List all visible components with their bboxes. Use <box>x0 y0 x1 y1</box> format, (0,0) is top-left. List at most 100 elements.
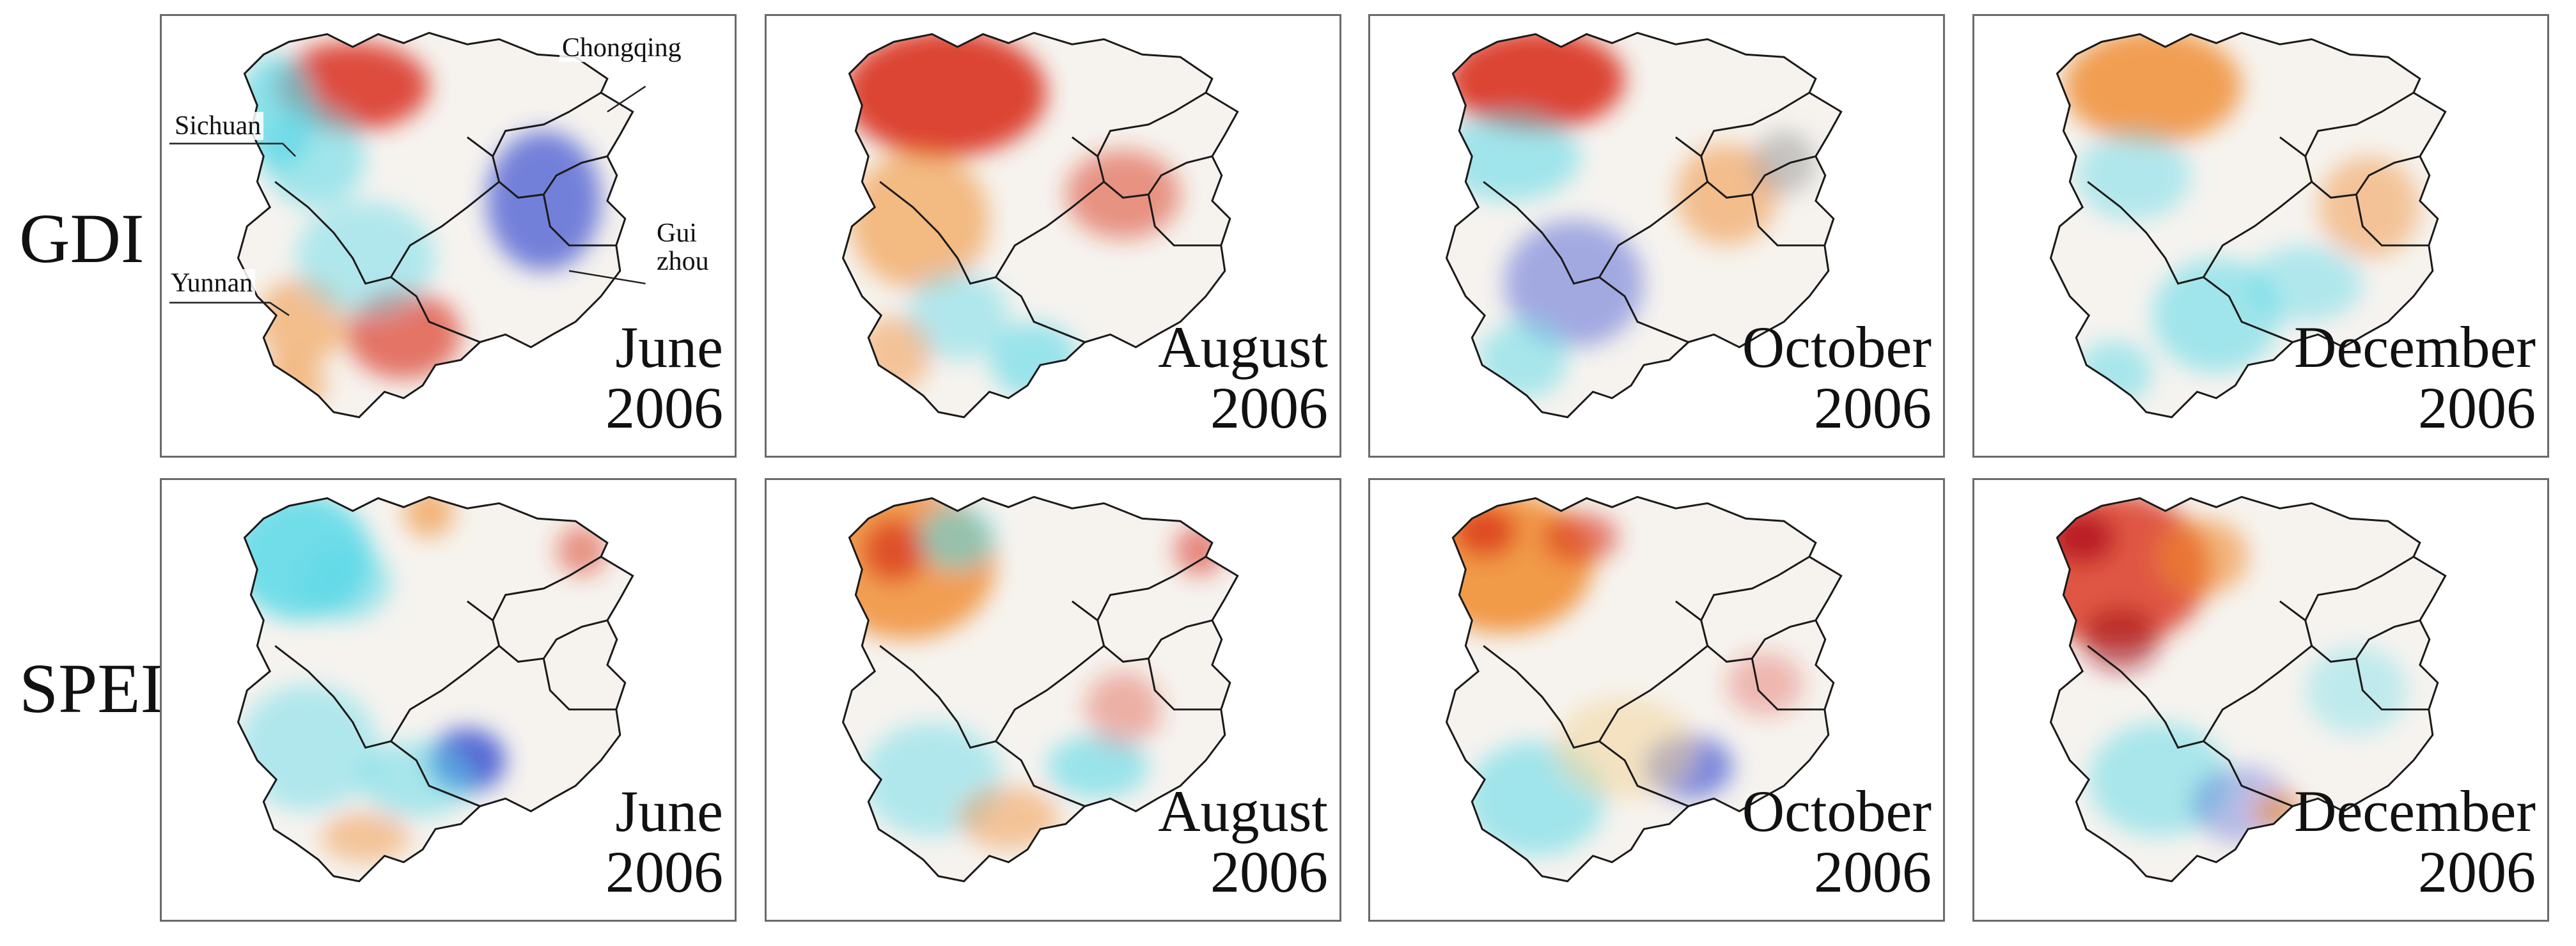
label-leader-line <box>169 143 296 157</box>
region-outline <box>1445 31 1843 419</box>
index-patch <box>2158 518 2249 595</box>
region-outline <box>237 495 634 883</box>
label-chongqing: Chongqing <box>559 34 684 62</box>
date-label: October 2006 <box>1742 314 1932 439</box>
index-patch <box>320 811 410 862</box>
index-patch <box>1726 652 1803 716</box>
province-boundary <box>2304 555 2414 621</box>
map-spei-october <box>1445 495 1843 883</box>
province-boundary <box>2203 740 2293 807</box>
province-boundary <box>879 645 996 749</box>
province-boundary <box>2279 136 2421 199</box>
date-year: 2006 <box>605 839 723 905</box>
label-guizhou-line2: zhou <box>657 247 709 277</box>
date-month: June <box>615 778 723 844</box>
date-year: 2006 <box>1814 839 1932 905</box>
province-boundary <box>274 181 391 285</box>
province-boundary <box>2087 181 2204 285</box>
index-patch <box>1752 130 1816 195</box>
index-patch <box>862 518 926 582</box>
province-boundary <box>542 194 616 247</box>
map-panel-spei-december: December 2006 <box>1972 478 2549 922</box>
province-boundary <box>995 740 1086 807</box>
map-spei-june <box>237 495 634 883</box>
date-month: December <box>2294 778 2536 844</box>
date-year: 2006 <box>2418 375 2536 441</box>
index-patch <box>1047 734 1149 799</box>
date-month: June <box>615 314 723 380</box>
index-patch <box>2152 258 2280 373</box>
province-boundary <box>2203 276 2293 343</box>
province-boundary <box>2203 181 2313 278</box>
province-boundary <box>492 555 602 621</box>
province-boundary <box>1147 658 1221 711</box>
index-patch <box>1542 512 1619 563</box>
province-boundary <box>492 91 602 157</box>
index-patch <box>295 201 436 316</box>
date-month: August <box>1158 778 1328 844</box>
province-boundary <box>1700 555 1810 621</box>
map-gdi-june <box>169 31 646 419</box>
region-outline <box>841 31 1239 419</box>
index-patch <box>2063 33 2242 144</box>
index-patch <box>2050 512 2115 563</box>
label-guizhou: Gui zhou <box>654 219 712 275</box>
date-year: 2006 <box>2418 839 2536 905</box>
province-boundary <box>1071 136 1213 199</box>
index-patch <box>1446 111 1581 201</box>
index-patch <box>2305 646 2407 735</box>
province-boundary <box>1483 645 1600 749</box>
province-boundary <box>2087 645 2204 749</box>
index-patch <box>907 270 1009 361</box>
date-label: October 2006 <box>1742 778 1932 905</box>
index-patch <box>855 315 932 392</box>
province-boundary <box>390 181 500 278</box>
map-panel-gdi-december: December 2006 <box>1972 14 2549 458</box>
map-panel-gdi-october: October 2006 <box>1368 14 1945 458</box>
region-outline <box>237 31 634 419</box>
province-boundary <box>1598 740 1689 807</box>
label-guizhou-line1: Gui <box>657 219 697 248</box>
map-gdi-october <box>1445 31 1843 419</box>
index-patch <box>1174 525 1225 576</box>
date-month: August <box>1158 314 1328 380</box>
province-boundary <box>1598 181 1708 278</box>
region-outline <box>2049 31 2447 419</box>
date-label: June 2006 <box>605 778 723 905</box>
index-patch <box>919 506 996 570</box>
map-gdi-december <box>2049 31 2447 419</box>
index-patch <box>238 684 379 812</box>
index-patch <box>359 741 474 818</box>
province-boundary <box>2355 194 2429 247</box>
index-patch <box>1675 143 1778 245</box>
province-boundary <box>466 600 608 663</box>
index-patch <box>2082 607 2159 672</box>
row-label-spei: SPEI <box>19 649 164 727</box>
date-year: 2006 <box>1210 839 1328 905</box>
date-month: October <box>1742 314 1932 380</box>
province-boundary <box>1071 600 1213 663</box>
date-label: December 2006 <box>2294 316 2536 441</box>
map-panel-spei-october: October 2006 <box>1368 478 1945 922</box>
province-boundary <box>542 658 616 711</box>
date-year: 2006 <box>605 375 723 441</box>
province-boundary <box>1674 600 1816 663</box>
label-leader-line <box>568 270 646 284</box>
province-boundary <box>274 645 391 749</box>
map-spei-december <box>2049 495 2447 883</box>
label-leader-line <box>169 302 290 316</box>
province-boundary <box>1097 91 1206 157</box>
province-boundary <box>390 645 500 742</box>
date-month: October <box>1742 778 1932 844</box>
index-patch <box>2076 341 2153 405</box>
map-spei-august <box>841 495 1239 883</box>
province-boundary <box>1483 181 1600 285</box>
province-boundary <box>1147 194 1221 247</box>
map-panel-spei-august: August 2006 <box>765 478 1341 922</box>
index-patch <box>2248 245 2363 322</box>
province-boundary <box>1097 555 1206 621</box>
index-patch <box>403 497 455 538</box>
index-patch <box>2318 156 2420 258</box>
index-patch <box>1446 33 1625 131</box>
map-panel-gdi-june: Sichuan Chongqing Yunnan Gui zhou June 2… <box>160 14 737 458</box>
